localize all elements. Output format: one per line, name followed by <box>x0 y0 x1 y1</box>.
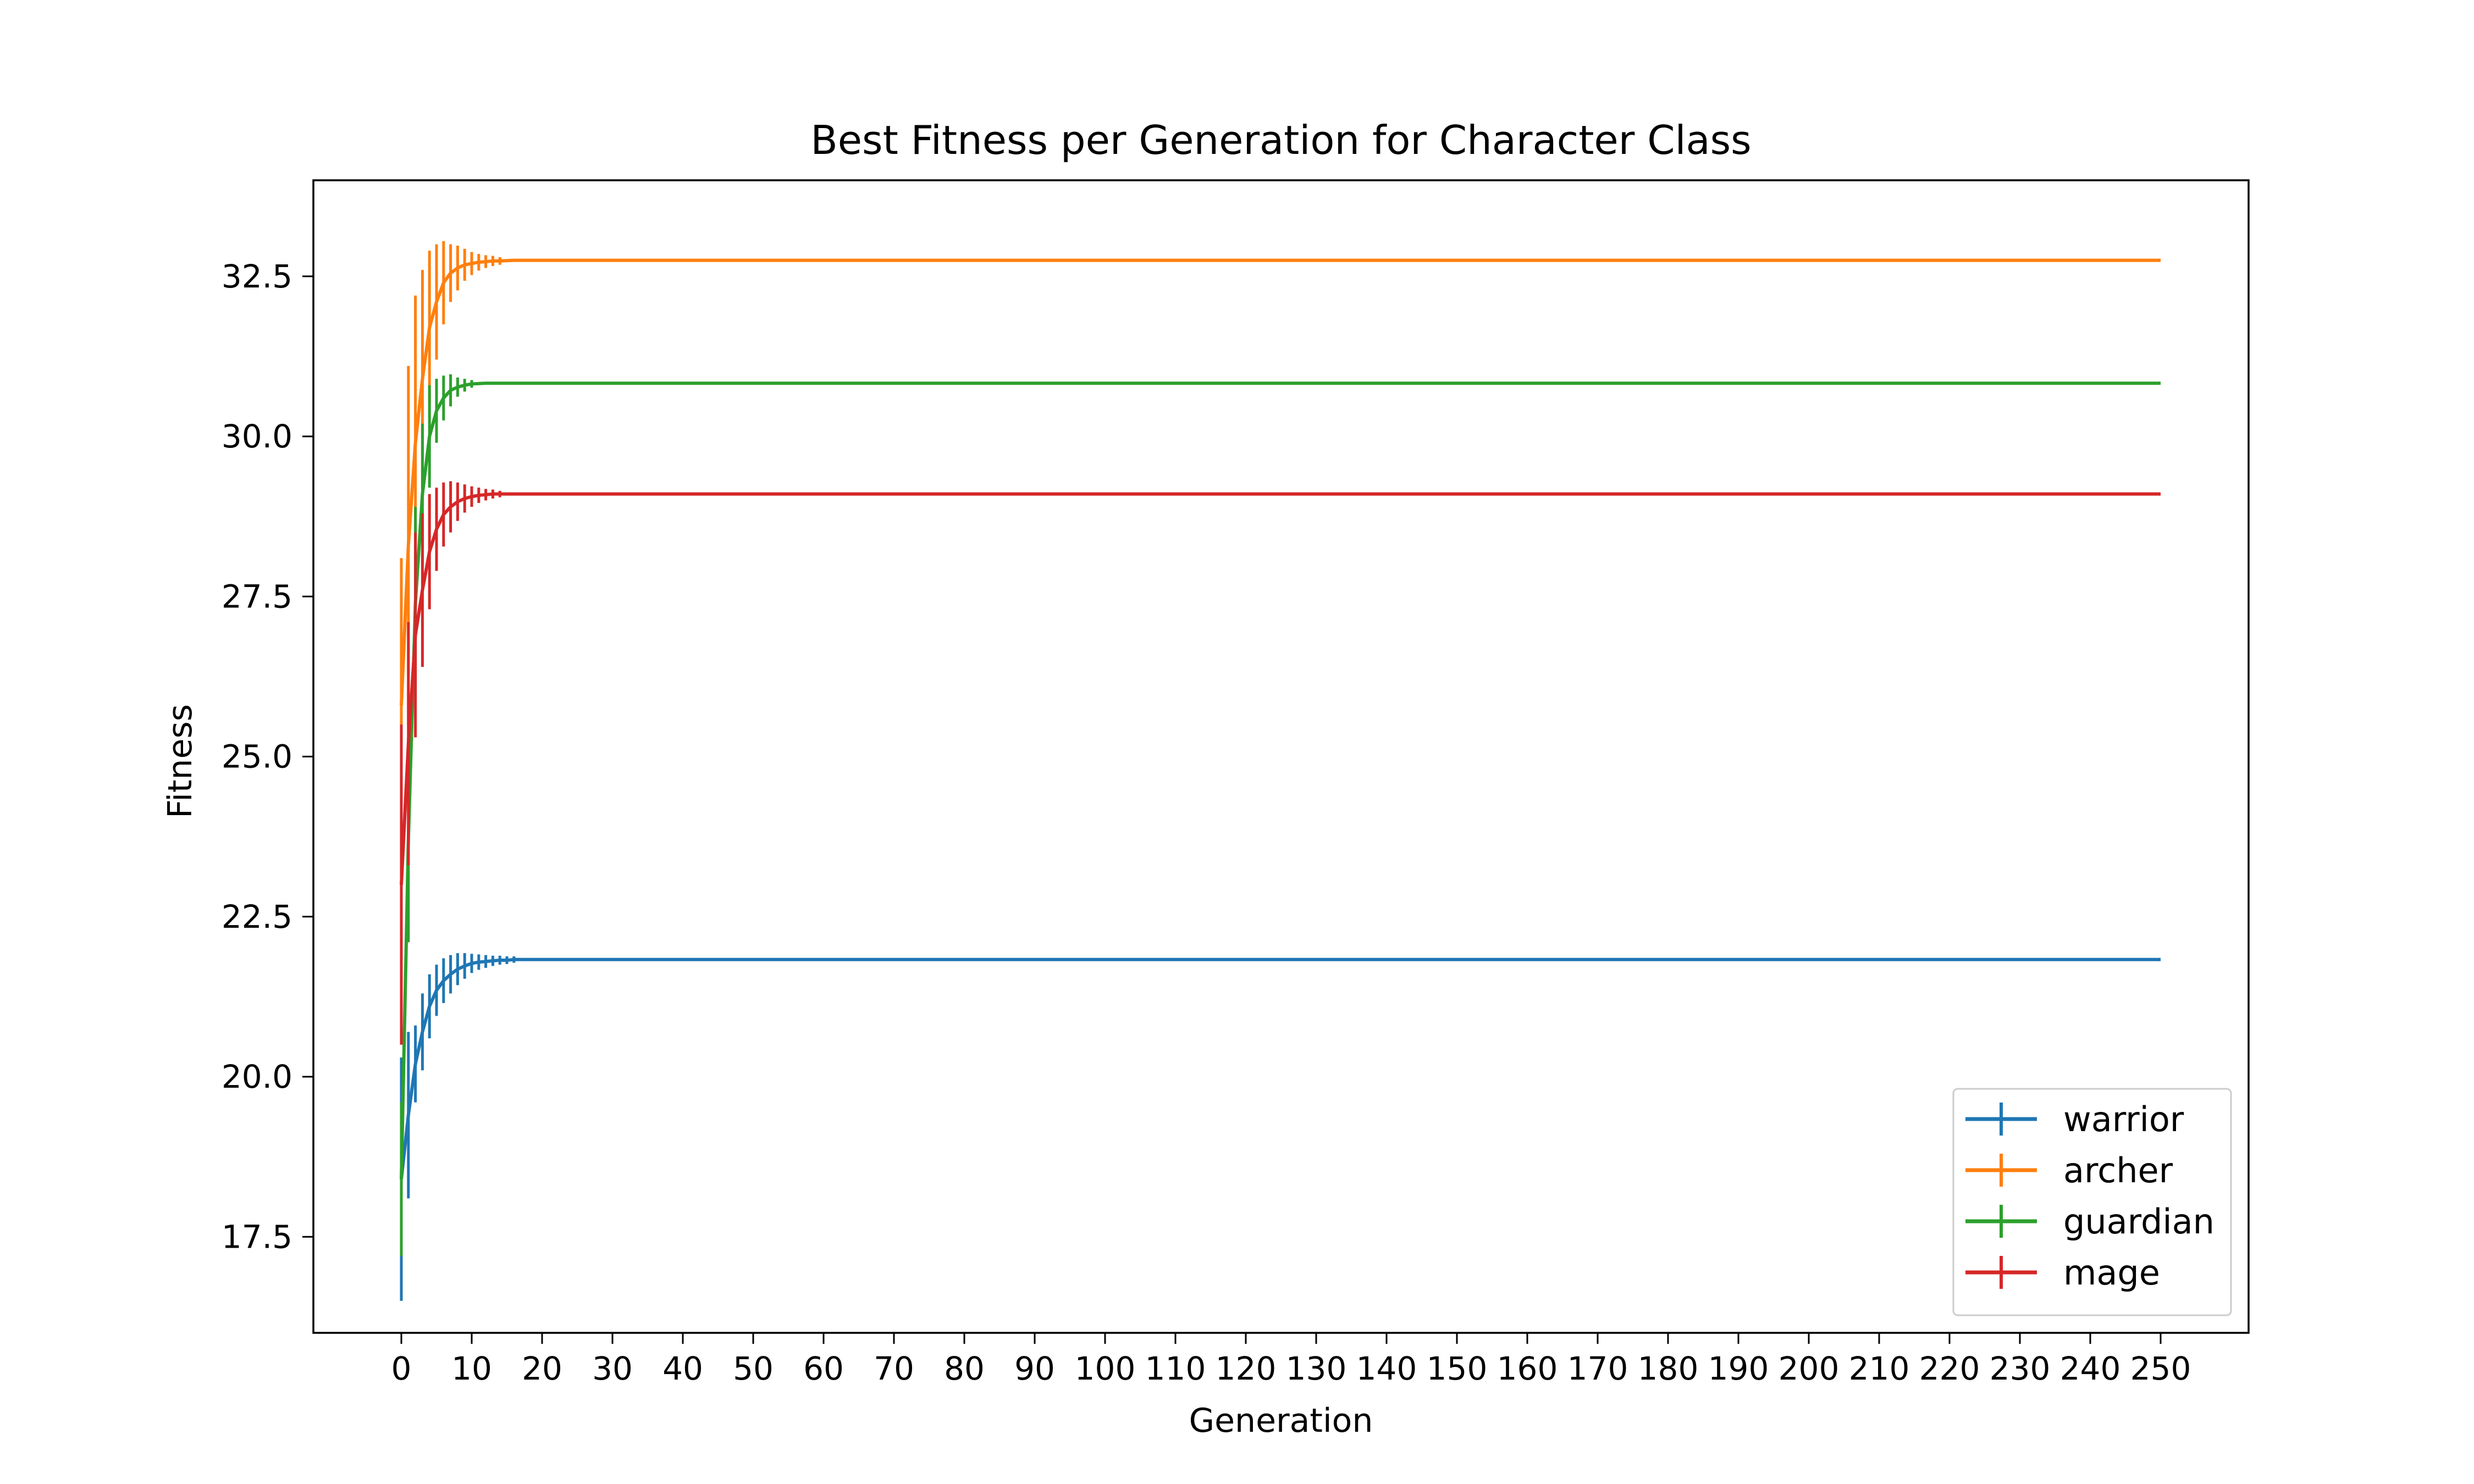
x-tick-label: 210 <box>1849 1350 1910 1387</box>
y-axis-ticks: 17.5 20.0 22.5 25.0 27.5 30.0 32.5 <box>222 258 313 1255</box>
y-tick-label: 32.5 <box>222 258 292 295</box>
plot-frame <box>312 179 2250 1334</box>
x-tick-label: 20 <box>522 1350 562 1387</box>
x-tick-label: 250 <box>2130 1350 2191 1387</box>
y-axis-label: Fitness <box>161 704 200 818</box>
legend-item-warrior: warrior <box>1965 1099 2184 1139</box>
x-tick-label: 50 <box>733 1350 774 1387</box>
x-axis-label: Generation <box>1189 1402 1373 1440</box>
y-tick-label: 20.0 <box>222 1058 292 1095</box>
chart-title: Best Fitness per Generation for Characte… <box>810 117 1751 163</box>
x-tick-label: 230 <box>1990 1350 2051 1387</box>
x-tick-label: 130 <box>1286 1350 1347 1387</box>
x-tick-label: 190 <box>1708 1350 1769 1387</box>
x-tick-label: 200 <box>1779 1350 1840 1387</box>
y-tick-label: 25.0 <box>222 738 292 776</box>
series-line-warrior <box>400 957 2161 1180</box>
x-tick-label: 160 <box>1497 1350 1558 1387</box>
x-tick-label: 70 <box>874 1350 914 1387</box>
legend-item-mage: mage <box>1965 1253 2160 1293</box>
x-tick-label: 10 <box>451 1350 492 1387</box>
series-warrior <box>400 953 2161 1301</box>
y-tick-label: 30.0 <box>222 418 292 455</box>
x-tick-label: 110 <box>1145 1350 1206 1387</box>
series-line-archer <box>400 258 2161 706</box>
y-tick-label: 17.5 <box>222 1218 292 1255</box>
x-tick-label: 60 <box>803 1350 844 1387</box>
legend-box <box>1952 1088 2232 1316</box>
legend-label: guardian <box>2063 1201 2215 1242</box>
legend-item-guardian: guardian <box>1965 1201 2215 1242</box>
x-axis-ticks: 0 10 20 30 40 50 60 70 80 90 100 110 120 130 140 150 160… <box>391 1333 2191 1387</box>
legend-label: mage <box>2063 1253 2160 1293</box>
legend-item-archer: archer <box>1965 1150 2173 1190</box>
x-tick-label: 120 <box>1216 1350 1277 1387</box>
x-tick-label: 40 <box>662 1350 703 1387</box>
x-tick-label: 150 <box>1427 1350 1488 1387</box>
legend: warrior archer guardian mage <box>1952 1088 2232 1316</box>
y-tick-label: 27.5 <box>222 578 292 615</box>
x-tick-label: 220 <box>1919 1350 1980 1387</box>
x-tick-label: 180 <box>1638 1350 1699 1387</box>
legend-label: archer <box>2063 1150 2173 1190</box>
series-layer <box>400 241 2161 1301</box>
x-tick-label: 80 <box>944 1350 985 1387</box>
x-tick-label: 90 <box>1014 1350 1055 1387</box>
x-tick-label: 30 <box>592 1350 633 1387</box>
x-tick-label: 140 <box>1356 1350 1417 1387</box>
x-tick-label: 100 <box>1075 1350 1136 1387</box>
series-line-mage <box>400 492 2161 885</box>
x-tick-label: 240 <box>2060 1350 2121 1387</box>
legend-label: warrior <box>2063 1099 2184 1139</box>
y-tick-label: 22.5 <box>222 898 292 935</box>
series-mage <box>400 481 2161 1045</box>
x-tick-label: 0 <box>391 1350 412 1387</box>
x-tick-label: 170 <box>1567 1350 1628 1387</box>
